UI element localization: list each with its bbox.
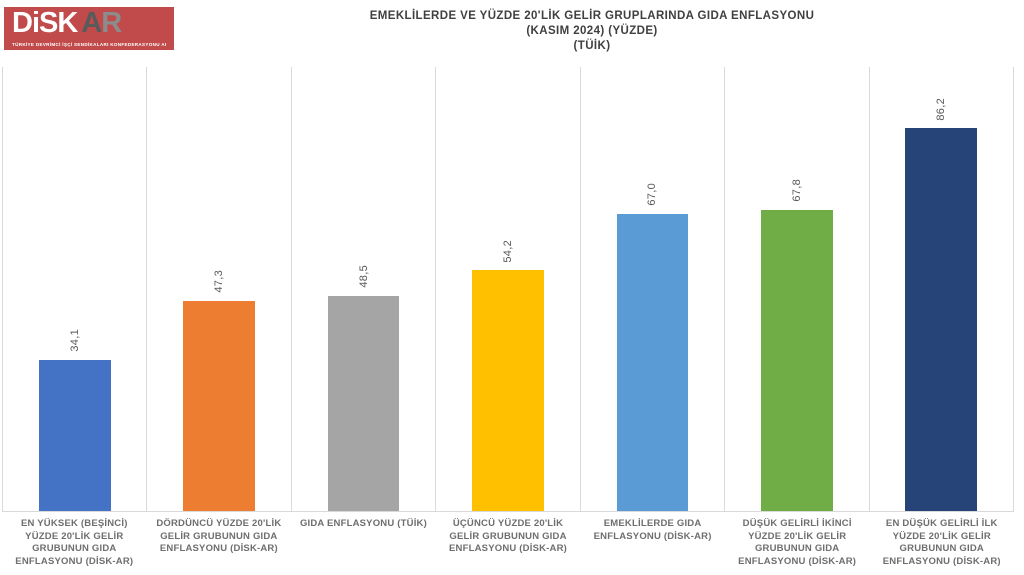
- bar-7: [905, 128, 978, 511]
- category-column-4: 54,2: [435, 67, 579, 511]
- category-column-3: 48,5: [290, 67, 435, 511]
- chart-title-line-2: (KASIM 2024) (YÜZDE): [526, 25, 658, 37]
- bar-value-label-3: 48,5: [357, 265, 370, 288]
- category-label-4: ÜÇÜNCÜ YÜZDE 20'LİK GELİR GRUBUNUN GIDA …: [449, 518, 568, 554]
- category-column-5: 67,0: [579, 67, 724, 511]
- diskar-logo-wordmark: DiSK AR: [12, 9, 166, 38]
- category-column-2: 47,3: [146, 67, 290, 511]
- chart-title: EMEKLİLERDE VE YÜZDE 20'LİK GELİR GRUPLA…: [180, 9, 1004, 54]
- diskar-logo: DiSK AR TÜRKİYE DEVRİMCİ İŞÇİ SENDİKALAR…: [4, 7, 174, 50]
- category-column-7: 86,2: [868, 67, 1014, 511]
- plot-area: 34,1 47,3 48,5 54,2 67,0 67,8 86,2: [2, 67, 1014, 512]
- chart-title-line-1: EMEKLİLERDE VE YÜZDE 20'LİK GELİR GRUPLA…: [369, 10, 815, 22]
- category-axis: EN YÜKSEK (BEŞİNCİ) YÜZDE 20'LİK GELİR G…: [2, 516, 1014, 575]
- category-column-6: 67,8: [724, 67, 868, 511]
- bar-value-label-4: 54,2: [501, 239, 514, 263]
- category-label-3: GIDA ENFLASYONU (TÜİK): [299, 518, 427, 529]
- bar-3: [327, 295, 400, 511]
- bar-value-label-5: 67,0: [646, 182, 659, 206]
- bar-value-label-1: 34,1: [68, 329, 81, 352]
- logo-text-disk: DiSK: [12, 7, 78, 39]
- bar-value-label-2: 47,3: [213, 270, 226, 293]
- category-label-1: EN YÜKSEK (BEŞİNCİ) YÜZDE 20'LİK GELİR G…: [15, 518, 134, 567]
- bar-5: [616, 213, 689, 511]
- bar-value-label-7: 86,2: [935, 97, 948, 121]
- bar-1: [38, 359, 111, 511]
- category-column-1: 34,1: [2, 67, 146, 511]
- category-label-5: EMEKLİLERDE GIDA ENFLASYONU (DİSK-AR): [593, 518, 712, 542]
- chart-title-line-3: (TÜİK): [573, 40, 611, 52]
- logo-subtitle: TÜRKİYE DEVRİMCİ İŞÇİ SENDİKALARI KONFED…: [12, 41, 166, 47]
- bar-6: [760, 209, 833, 511]
- bar-2: [183, 301, 255, 511]
- category-label-6: DÜŞÜK GELİRLİ İKİNCİ YÜZDE 20'LİK GELİR …: [738, 518, 857, 567]
- logo-text-ar: AR: [81, 7, 122, 39]
- bar-value-label-6: 67,8: [790, 179, 803, 202]
- bar-4: [472, 270, 544, 511]
- category-label-2: DÖRDÜNCÜ YÜZDE 20'LİK GELİR GRUBUNUN GID…: [156, 518, 282, 554]
- category-label-7: EN DÜŞÜK GELİRLİ İLK YÜZDE 20'LİK GELİR …: [882, 518, 1001, 567]
